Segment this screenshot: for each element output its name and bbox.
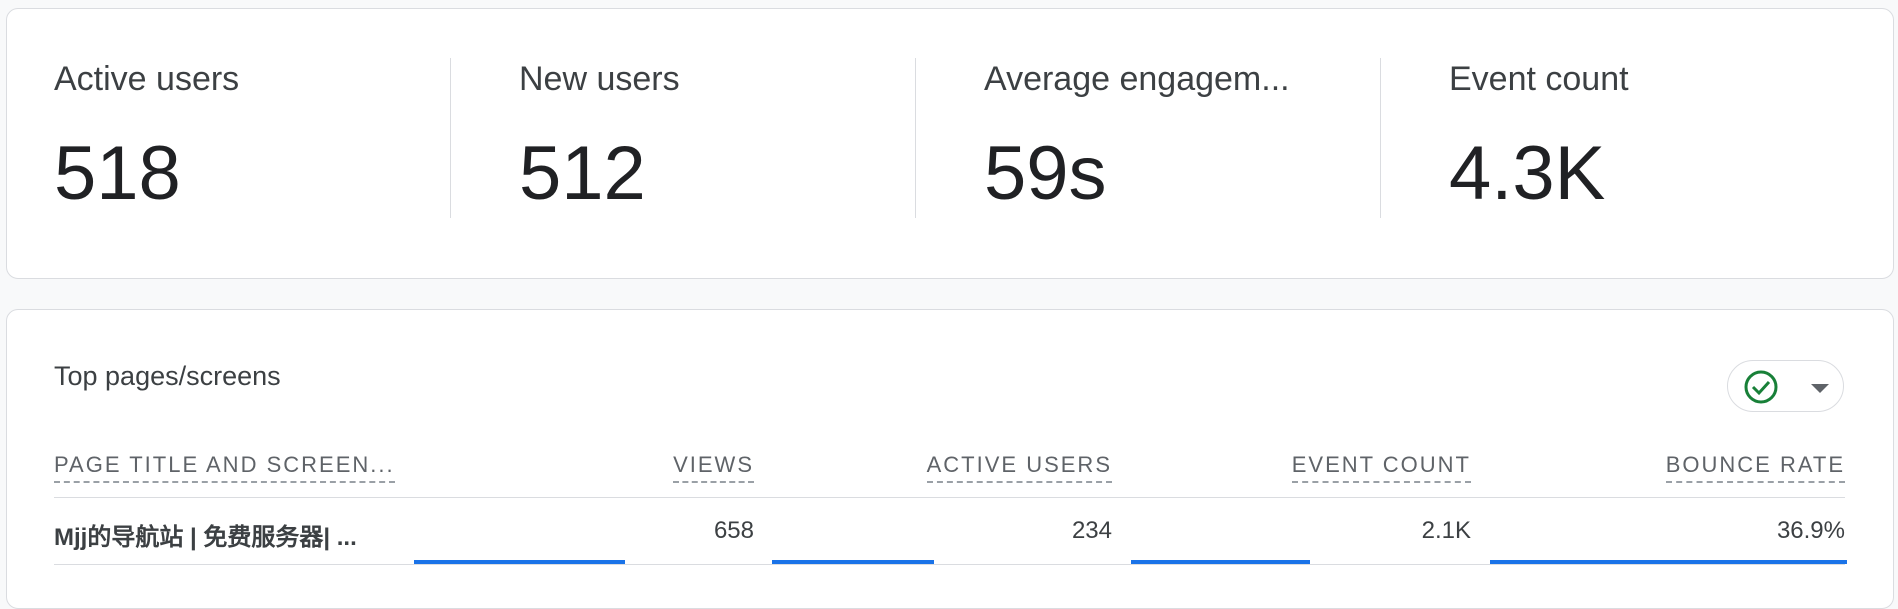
metric-value: 59s: [984, 131, 1107, 216]
metric-label[interactable]: Active users: [54, 60, 240, 98]
column-header[interactable]: ACTIVE USERS: [926, 452, 1112, 483]
divider: [1380, 58, 1381, 218]
caret: [1811, 384, 1829, 393]
cell: 36.9%: [1776, 517, 1845, 544]
cell-bar: [1490, 560, 1847, 564]
column-header[interactable]: VIEWS: [673, 452, 754, 483]
cell-bar: [414, 560, 625, 564]
column-header[interactable]: PAGE TITLE AND SCREEN...: [54, 452, 395, 483]
divider: [915, 58, 916, 218]
metric-label[interactable]: Event count: [1449, 60, 1629, 98]
page: {"metrics": [ {"label": "Active users", …: [6, 8, 1894, 609]
page-title-cell[interactable]: Mjj的导航站 | 免费服务器| ...: [54, 524, 357, 551]
table-card: [6, 309, 1894, 609]
compare-dropdown[interactable]: [1727, 360, 1844, 412]
check: [1751, 380, 1771, 396]
cell: 234: [1071, 517, 1112, 544]
metric-label[interactable]: Average engagem...: [984, 60, 1290, 98]
row-rule: [54, 564, 1845, 565]
table-title: Top pages/screens: [54, 361, 281, 391]
metric-label[interactable]: New users: [519, 60, 680, 98]
row-rule: [54, 497, 1845, 498]
column-header[interactable]: EVENT COUNT: [1291, 452, 1471, 483]
cell: 2.1K: [1421, 517, 1471, 544]
metric-value: 518: [54, 131, 181, 216]
cell-bar: [1131, 560, 1310, 564]
divider: [450, 58, 451, 218]
metric-value: 512: [519, 131, 646, 216]
column-header[interactable]: BOUNCE RATE: [1665, 452, 1845, 483]
metric-value: 4.3K: [1449, 131, 1606, 216]
metrics-card: [6, 8, 1894, 279]
dropdown-icons: [1744, 370, 1829, 404]
check-circle: [1744, 370, 1778, 404]
cell: 658: [713, 517, 754, 544]
cell-bar: [772, 560, 934, 564]
